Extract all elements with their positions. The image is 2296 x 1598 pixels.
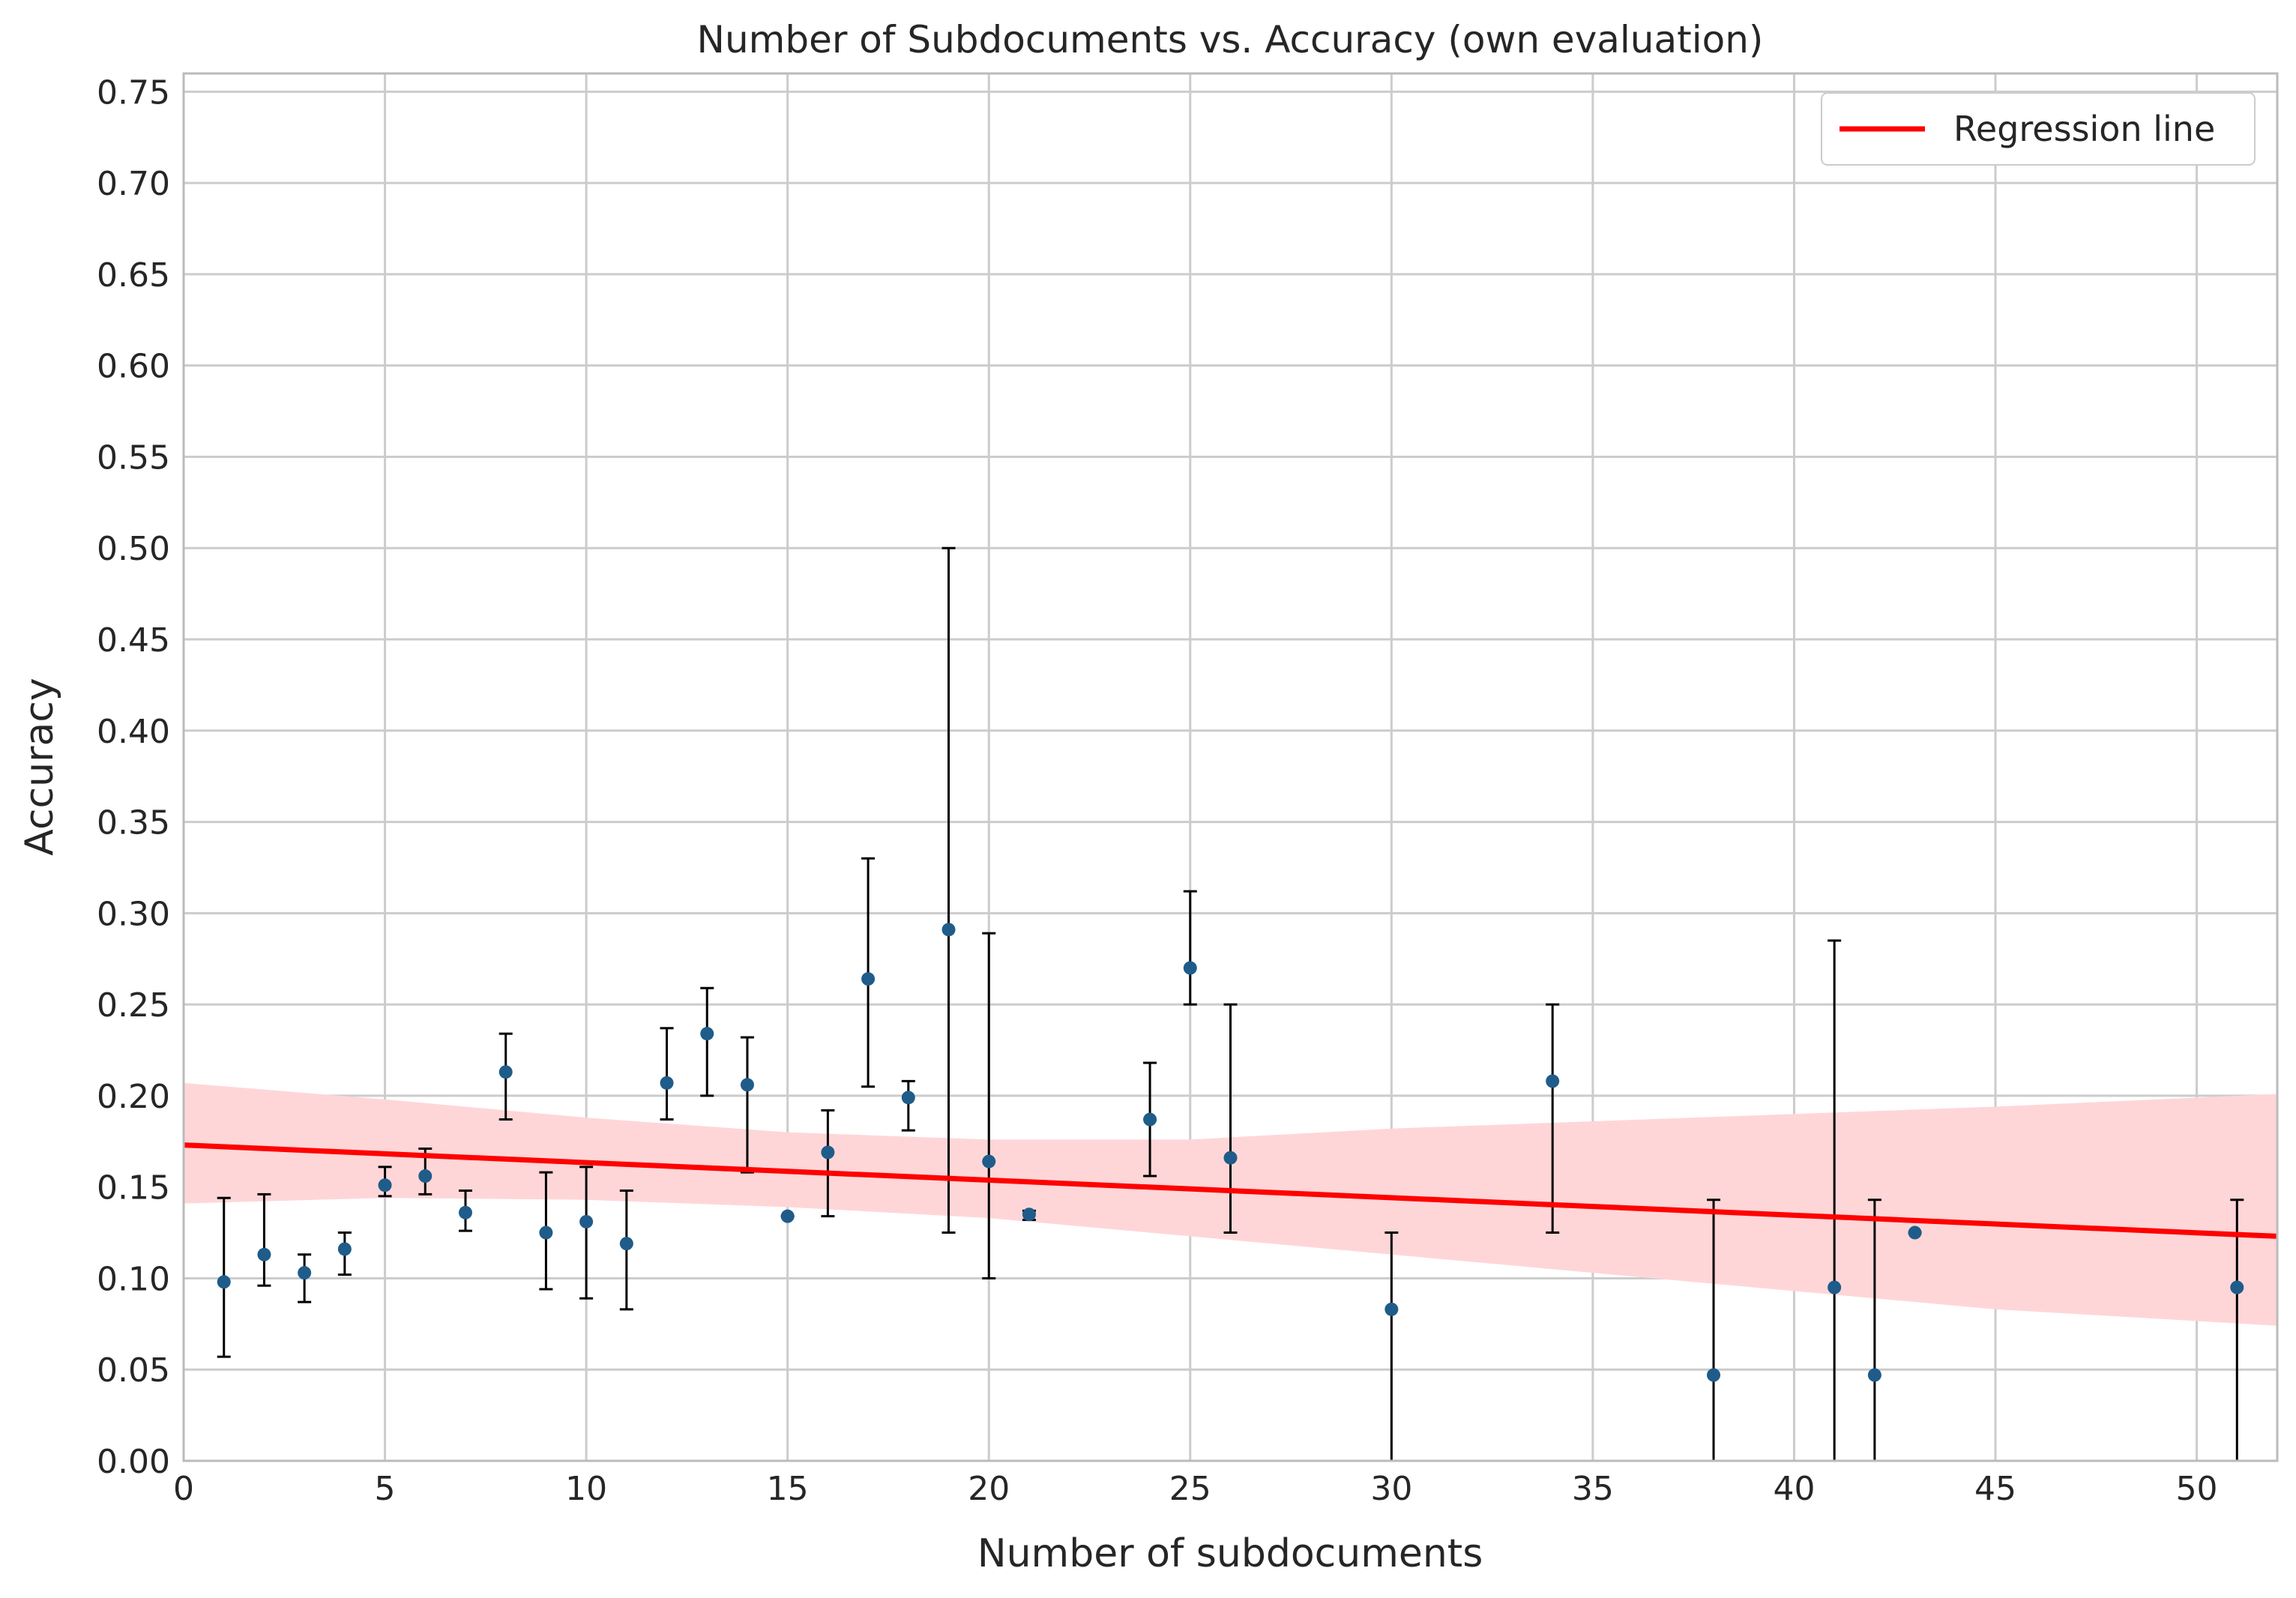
y-tick-label: 0.10 xyxy=(97,1260,170,1298)
data-point xyxy=(1546,1074,1560,1088)
y-tick-label: 0.75 xyxy=(97,73,170,112)
y-tick-label: 0.25 xyxy=(97,986,170,1025)
chart-title: Number of Subdocuments vs. Accuracy (own… xyxy=(697,18,1764,61)
legend-box xyxy=(1821,92,2256,166)
regression-line xyxy=(183,1142,2278,1239)
data-point xyxy=(298,1266,312,1280)
x-tick-label: 50 xyxy=(2176,1470,2218,1508)
y-axis-label: Accuracy xyxy=(17,678,62,855)
data-point xyxy=(217,1275,231,1289)
y-tick-label: 0.00 xyxy=(97,1443,170,1481)
data-points-group xyxy=(217,923,2244,1382)
x-tick-label: 30 xyxy=(1370,1470,1412,1508)
y-tick-label: 0.05 xyxy=(97,1351,170,1390)
x-tick-label: 45 xyxy=(1974,1470,2016,1508)
y-tick-label: 0.20 xyxy=(97,1078,170,1116)
data-point xyxy=(821,1145,835,1160)
data-point xyxy=(2230,1280,2244,1294)
y-tick-label: 0.65 xyxy=(97,256,170,295)
data-point xyxy=(1183,961,1197,975)
data-point xyxy=(619,1237,633,1251)
data-point xyxy=(941,923,956,937)
x-tick-labels: 0 5 10 15 20 25 30 35 40 45 50 xyxy=(173,1470,2218,1508)
x-tick-label: 5 xyxy=(375,1470,396,1508)
data-point xyxy=(257,1247,271,1261)
x-tick-label: 10 xyxy=(565,1470,607,1508)
x-tick-label: 15 xyxy=(767,1470,809,1508)
legend-label-regression: Regression line xyxy=(1953,109,2215,149)
y-tick-label: 0.50 xyxy=(97,530,170,568)
x-tick-label: 25 xyxy=(1169,1470,1211,1508)
legend: Regression line xyxy=(1821,92,2256,166)
y-tick-label: 0.30 xyxy=(97,895,170,933)
data-point xyxy=(861,972,876,986)
data-point xyxy=(982,1154,996,1169)
data-point xyxy=(740,1078,754,1092)
y-tick-label: 0.70 xyxy=(97,165,170,203)
data-point xyxy=(458,1205,472,1219)
data-point xyxy=(498,1065,513,1079)
data-point xyxy=(418,1169,433,1184)
data-point xyxy=(1867,1368,1881,1382)
x-tick-label: 20 xyxy=(968,1470,1010,1508)
data-point xyxy=(1384,1302,1399,1316)
y-tick-label: 0.35 xyxy=(97,804,170,842)
data-point xyxy=(700,1027,714,1041)
data-point xyxy=(1828,1280,1842,1294)
data-point xyxy=(780,1209,795,1223)
y-tick-label: 0.55 xyxy=(97,438,170,477)
x-axis-label: Number of subdocuments xyxy=(977,1531,1483,1576)
y-tick-label: 0.15 xyxy=(97,1169,170,1207)
data-point xyxy=(539,1225,553,1240)
x-tick-label: 35 xyxy=(1572,1470,1614,1508)
data-point xyxy=(1223,1151,1238,1165)
y-tick-labels: 0.00 0.05 0.10 0.15 0.20 0.25 0.30 0.35 0.40 0.45… xyxy=(97,73,170,1481)
data-point xyxy=(1022,1207,1036,1222)
x-tick-label: 0 xyxy=(173,1470,194,1508)
data-point xyxy=(579,1214,594,1228)
data-point xyxy=(378,1178,392,1193)
y-tick-label: 0.45 xyxy=(97,621,170,660)
plot-frame xyxy=(182,72,2279,1462)
data-point xyxy=(1143,1112,1157,1127)
regression-line-group xyxy=(183,1142,2278,1239)
data-point xyxy=(660,1076,674,1090)
data-point xyxy=(1707,1368,1721,1382)
data-point xyxy=(1908,1225,1922,1240)
data-point xyxy=(337,1242,352,1256)
y-tick-label: 0.40 xyxy=(97,713,170,751)
x-tick-label: 40 xyxy=(1773,1470,1815,1508)
y-tick-label: 0.60 xyxy=(97,348,170,386)
data-point xyxy=(901,1091,915,1105)
